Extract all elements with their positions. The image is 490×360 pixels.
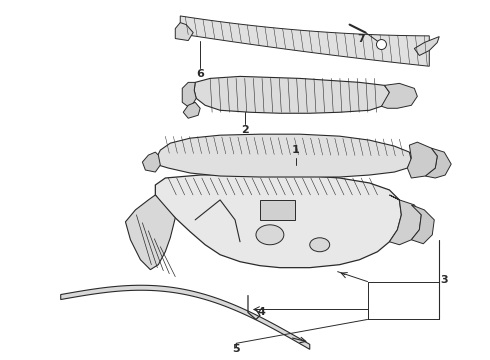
Polygon shape	[61, 285, 310, 349]
Text: 2: 2	[241, 125, 249, 135]
Polygon shape	[412, 205, 434, 244]
Polygon shape	[155, 134, 412, 177]
Polygon shape	[390, 195, 421, 245]
Bar	[260, 200, 295, 220]
Polygon shape	[425, 148, 451, 178]
Text: 5: 5	[232, 345, 240, 354]
Polygon shape	[182, 82, 196, 108]
Text: 1: 1	[292, 145, 300, 155]
Polygon shape	[143, 152, 160, 172]
Text: 6: 6	[196, 69, 204, 80]
Polygon shape	[407, 142, 437, 178]
Polygon shape	[194, 76, 390, 113]
Circle shape	[376, 40, 387, 50]
Polygon shape	[155, 174, 401, 268]
Text: 4: 4	[258, 307, 266, 318]
Polygon shape	[180, 16, 429, 66]
Polygon shape	[382, 84, 417, 108]
Polygon shape	[125, 195, 175, 270]
Ellipse shape	[256, 225, 284, 245]
Text: 7: 7	[358, 33, 366, 44]
Text: 3: 3	[441, 275, 448, 285]
Polygon shape	[175, 23, 193, 41]
Polygon shape	[183, 102, 200, 118]
Polygon shape	[415, 37, 439, 55]
Ellipse shape	[310, 238, 330, 252]
